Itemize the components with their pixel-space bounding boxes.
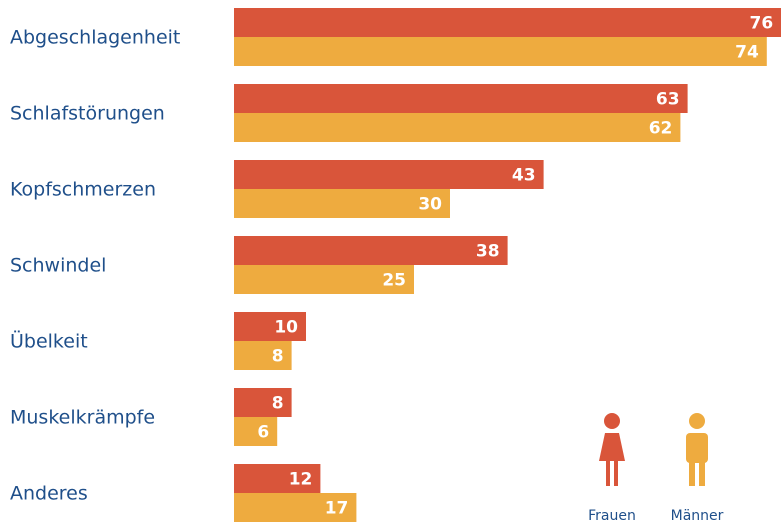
value-label: 43 (512, 166, 536, 186)
category-label: Kopfschmerzen (10, 179, 156, 201)
legend-label: Männer (671, 508, 724, 523)
bar (234, 417, 278, 446)
legend-label: Frauen (588, 508, 636, 523)
value-label: 62 (649, 119, 673, 139)
legend: Frauen Männer (588, 413, 724, 523)
bar (234, 236, 508, 265)
bar (234, 160, 544, 189)
legend-icon-women (599, 413, 625, 486)
bar (234, 37, 767, 66)
bar (234, 189, 450, 218)
bar (234, 265, 414, 294)
value-label: 74 (735, 43, 759, 63)
value-label: 10 (274, 318, 298, 338)
category-label: Anderes (10, 483, 88, 505)
bar (234, 388, 292, 417)
category-label: Abgeschlagenheit (10, 27, 180, 49)
category-label: Schwindel (10, 255, 106, 277)
value-label: 8 (272, 347, 284, 367)
category-label: Übelkeit (10, 330, 88, 353)
bar (234, 341, 292, 370)
bar (234, 113, 681, 142)
value-label: 6 (257, 423, 269, 443)
bar (234, 84, 688, 113)
bar (234, 464, 321, 493)
bar (234, 312, 306, 341)
value-label: 76 (750, 14, 774, 34)
value-label: 25 (382, 271, 406, 291)
value-label: 63 (656, 90, 680, 110)
value-label: 8 (272, 394, 284, 414)
bar (234, 8, 781, 37)
value-label: 12 (289, 470, 313, 490)
value-label: 38 (476, 242, 500, 262)
value-label: 17 (325, 499, 349, 519)
value-label: 30 (418, 195, 442, 215)
bar (234, 493, 357, 522)
category-label: Schlafstörungen (10, 103, 165, 125)
category-label: Muskelkrämpfe (10, 407, 155, 429)
legend-icon-men (686, 413, 708, 486)
